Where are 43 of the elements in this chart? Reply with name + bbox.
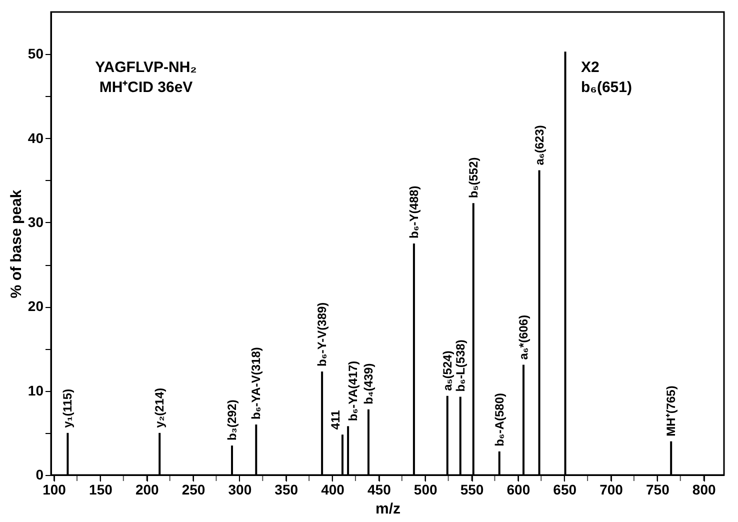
annotation: b₆-YA(417) — [346, 360, 360, 422]
annotation: b₆-Y-V(389) — [315, 302, 330, 366]
annotation: b₆-Y(488) — [406, 186, 421, 238]
y-tick-label: 50 — [28, 46, 44, 62]
x-tick-label: 300 — [228, 482, 252, 498]
annotation: YAGFLVP-NH₂ — [95, 59, 197, 76]
annotation: b₆-L(538) — [453, 340, 468, 392]
x-tick-label: 750 — [646, 482, 670, 498]
annotation: b₃(292) — [225, 400, 240, 441]
x-tick-label: 350 — [274, 482, 298, 498]
annotation: X2 — [581, 59, 600, 76]
y-tick-label: 40 — [28, 130, 44, 146]
y-tick-label: 10 — [28, 382, 44, 398]
y-axis-title: % of base peak — [8, 189, 25, 298]
x-tick-label: 450 — [368, 482, 392, 498]
annotation: a₆*(606) — [516, 314, 530, 360]
x-axis-title: m/z — [375, 500, 401, 518]
annotation: b₆(651) — [581, 79, 632, 96]
annotation: b₆-YA-V(318) — [249, 347, 264, 420]
y-tick-label: 0 — [36, 466, 44, 482]
annotation: MH⁺(765) — [664, 386, 678, 436]
x-tick-label: 600 — [506, 482, 530, 498]
x-tick-label: 150 — [89, 482, 113, 498]
annotation: a₅(524) — [440, 350, 454, 391]
y-tick-label: 30 — [28, 214, 44, 230]
x-tick-label: 500 — [414, 482, 438, 498]
annotation: MH⁺CID 36eV — [99, 79, 193, 96]
annotation: b₅(552) — [466, 157, 480, 198]
x-tick-label: 100 — [42, 482, 66, 498]
y-tick-label: 20 — [28, 298, 44, 314]
x-tick-label: 800 — [692, 482, 716, 498]
x-tick-label: 200 — [135, 482, 160, 498]
x-tick-label: 250 — [182, 482, 206, 498]
annotation: b₆-A(580) — [492, 392, 506, 446]
x-tick-label: 400 — [321, 482, 345, 498]
annotation: 411 — [328, 410, 342, 430]
annotation: y₂(214) — [152, 388, 167, 428]
annotation: y₁(115) — [60, 388, 75, 428]
annotation: a₆(623) — [532, 125, 546, 166]
x-tick-label: 700 — [600, 482, 624, 498]
annotation: b₄(439) — [361, 363, 376, 404]
x-tick-label: 650 — [553, 482, 577, 498]
x-tick-label: 550 — [460, 482, 484, 498]
